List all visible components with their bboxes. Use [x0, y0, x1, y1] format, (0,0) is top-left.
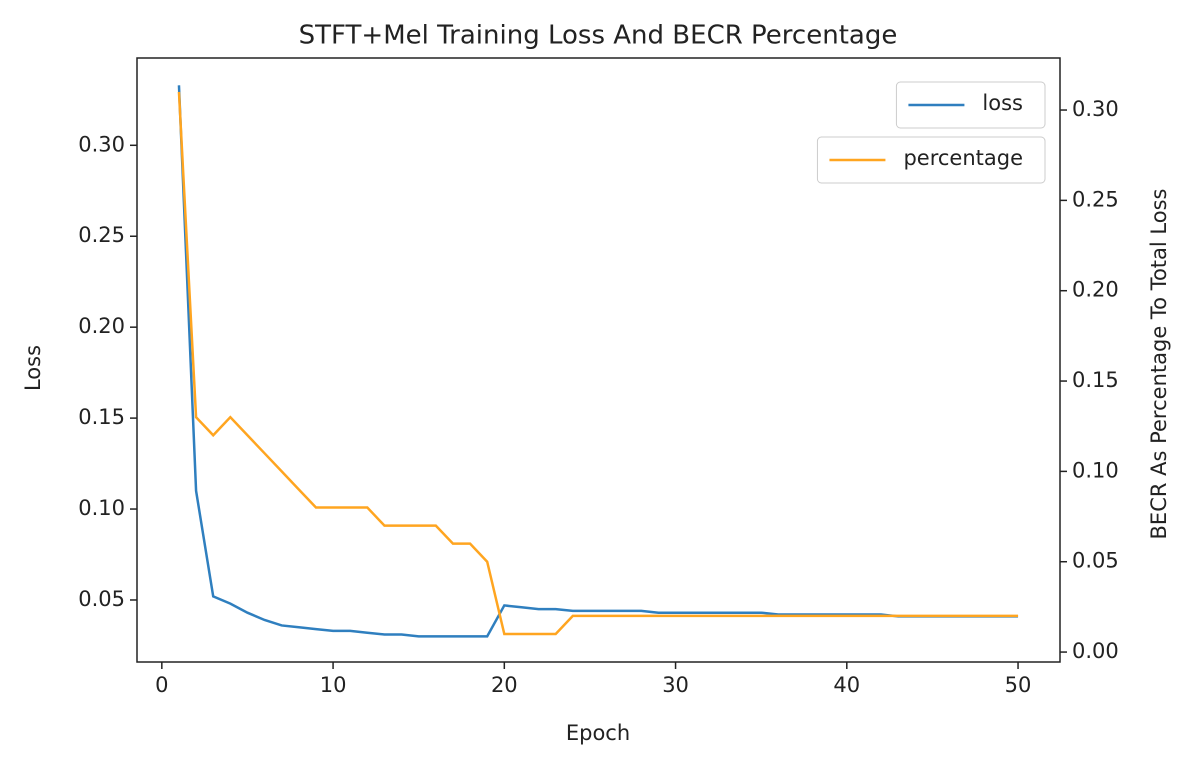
series-line: [177, 85, 1019, 638]
x-tick-label: 50: [1005, 673, 1032, 697]
y-tick-label: 0.25: [78, 223, 125, 247]
legend-label: percentage: [903, 146, 1023, 170]
y2-axis-label: BECR As Percentage To Total Loss: [1147, 189, 1171, 540]
y2-tick-label: 0.10: [1072, 458, 1119, 482]
plot-frame: [136, 57, 1061, 663]
x-tick-label: 40: [833, 673, 860, 697]
series-line: [177, 91, 1019, 636]
y-tick-label: 0.15: [78, 405, 125, 429]
y-tick-label: 0.20: [78, 314, 125, 338]
y2-tick-label: 0.05: [1072, 549, 1119, 573]
y2-tick-label: 0.20: [1072, 278, 1119, 302]
legend-label: loss: [982, 91, 1023, 115]
y2-tick-label: 0.15: [1072, 368, 1119, 392]
y-tick-label: 0.05: [78, 587, 125, 611]
y-tick-label: 0.10: [78, 496, 125, 520]
x-tick-label: 10: [320, 673, 347, 697]
y2-tick-label: 0.00: [1072, 639, 1119, 663]
y2-tick-label: 0.30: [1072, 97, 1119, 121]
y-tick-label: 0.30: [78, 132, 125, 156]
chart-title: STFT+Mel Training Loss And BECR Percenta…: [299, 21, 898, 51]
legend-box: [816, 136, 1046, 184]
y2-tick-label: 0.25: [1072, 187, 1119, 211]
x-tick-label: 20: [491, 673, 518, 697]
y-axis-label: Loss: [21, 345, 45, 391]
x-axis-label: Epoch: [566, 721, 630, 745]
x-tick-label: 0: [155, 673, 168, 697]
legend-box: [895, 81, 1046, 129]
x-tick-label: 30: [662, 673, 689, 697]
